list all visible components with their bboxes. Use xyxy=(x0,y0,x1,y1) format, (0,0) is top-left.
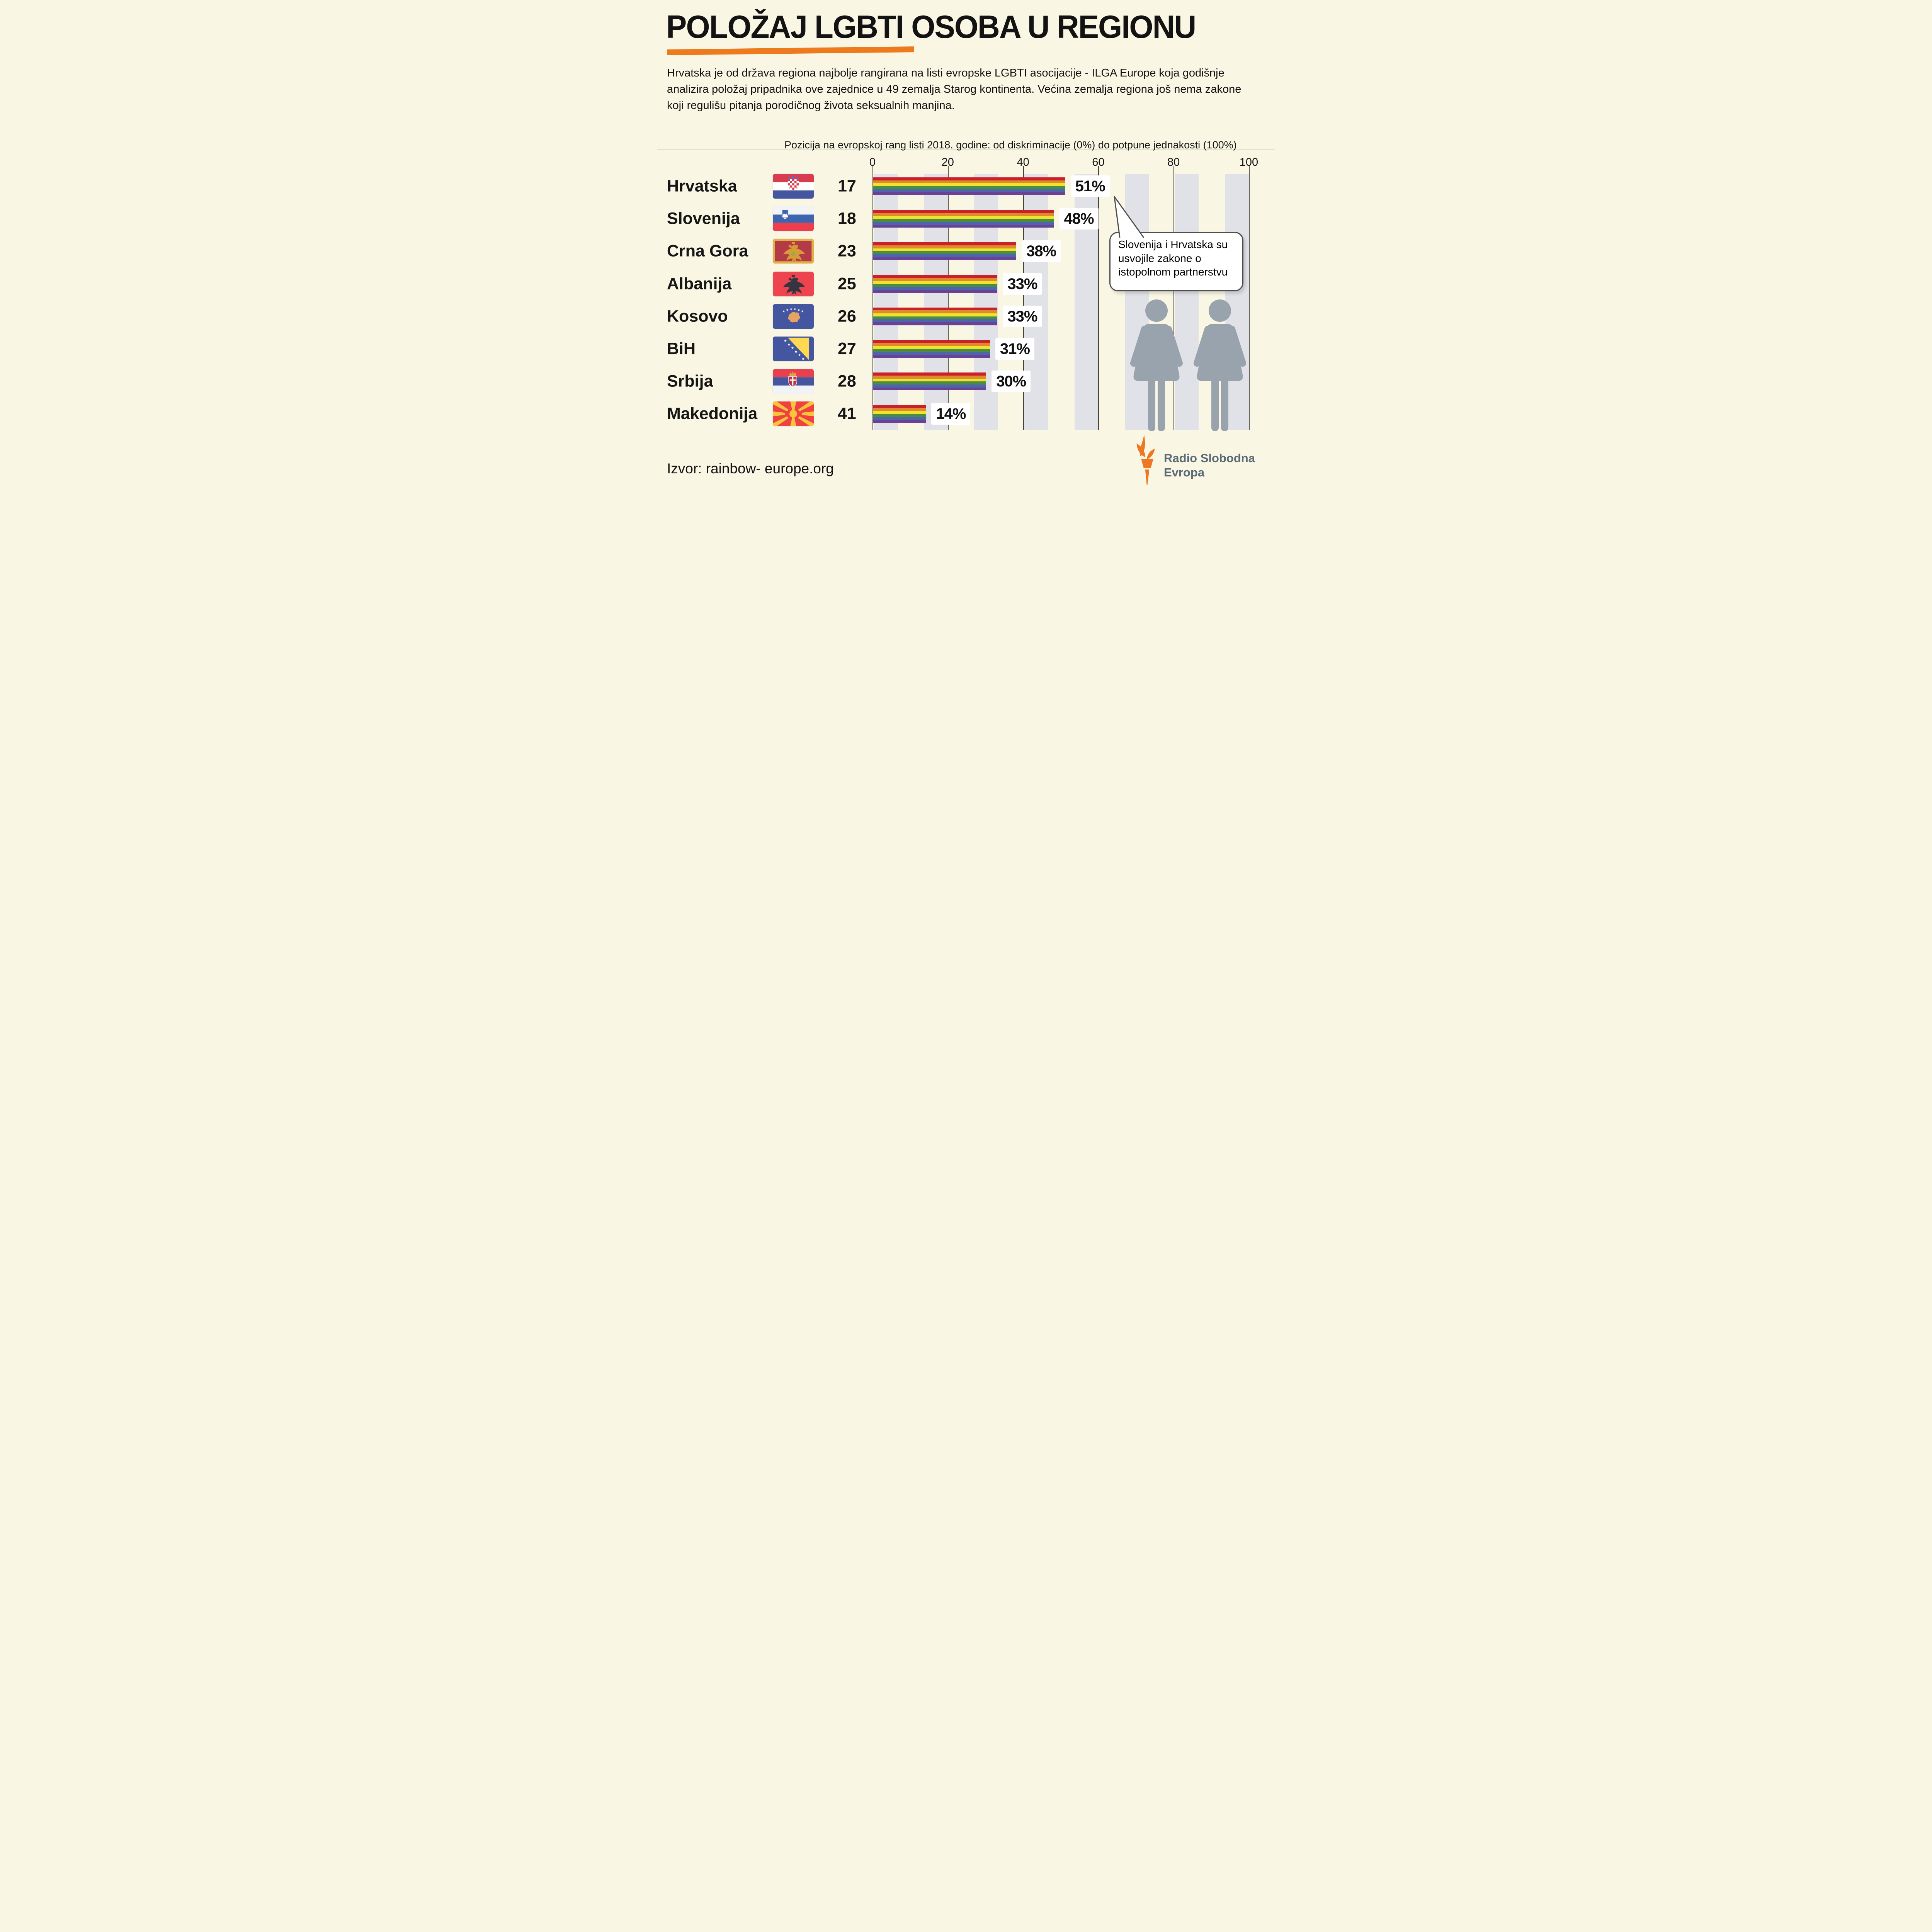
gridline xyxy=(1098,166,1099,430)
european-rank: 26 xyxy=(838,307,856,326)
european-rank: 23 xyxy=(838,242,856,260)
albania-flag-icon xyxy=(773,271,814,296)
logo-line2: Evropa xyxy=(1164,465,1205,479)
country-label: Albanija xyxy=(667,274,732,293)
european-rank: 28 xyxy=(838,372,856,391)
rainbow-bar xyxy=(873,307,998,325)
svg-text:★: ★ xyxy=(798,353,801,357)
svg-text:★: ★ xyxy=(791,346,794,350)
source-text: Izvor: rainbow- europe.org xyxy=(667,461,834,476)
x-axis-tick-label: 60 xyxy=(1092,156,1105,168)
value-label: 38% xyxy=(1022,240,1061,262)
rainbow-bar xyxy=(873,372,986,391)
title-underline-accent xyxy=(667,46,915,55)
x-axis-tick-label: 20 xyxy=(941,156,954,168)
svg-text:★: ★ xyxy=(782,310,785,313)
logo-line1: Radio Slobodna xyxy=(1164,451,1255,465)
rainbow-bar xyxy=(873,340,990,358)
infographic-page: POLOŽAJ LGBTI OSOBA U REGIONU Hrvatska j… xyxy=(657,0,1275,494)
callout-bubble-tail xyxy=(1114,196,1145,238)
value-label: 14% xyxy=(931,403,971,425)
country-label: BiH xyxy=(667,339,696,358)
svg-text:★: ★ xyxy=(801,310,804,313)
gridline xyxy=(947,166,949,430)
kosovo-flag-icon: ★ ★ ★ ★ ★ ★ xyxy=(773,304,814,329)
svg-text:★: ★ xyxy=(790,307,793,311)
serbia-flag-icon xyxy=(773,369,814,394)
woman-figure-icon xyxy=(1130,299,1183,431)
x-axis-tick-label: 80 xyxy=(1167,156,1180,168)
woman-figure-icon xyxy=(1194,299,1246,431)
x-axis-tick-label: 0 xyxy=(869,156,876,168)
value-label: 51% xyxy=(1070,175,1110,197)
section-divider-line xyxy=(657,149,1275,150)
svg-text:★: ★ xyxy=(786,308,789,312)
european-rank: 17 xyxy=(838,177,856,196)
gridline xyxy=(1249,166,1250,430)
gridline xyxy=(1023,166,1024,430)
x-axis-tick-label: 100 xyxy=(1239,156,1259,168)
slovenia-flag-icon xyxy=(773,206,814,231)
intro-paragraph: Hrvatska je od država regiona najbolje r… xyxy=(667,67,1242,112)
european-rank: 18 xyxy=(838,209,856,228)
macedonia-flag-icon xyxy=(773,401,814,427)
country-label: Crna Gora xyxy=(667,242,748,260)
gridline xyxy=(1173,166,1175,430)
logo-wordmark: Radio Slobodna Evropa xyxy=(1164,451,1255,480)
svg-text:★: ★ xyxy=(784,339,787,343)
european-rank: 25 xyxy=(838,274,856,293)
country-label: Slovenija xyxy=(667,209,740,228)
value-label: 33% xyxy=(1003,273,1042,295)
rainbow-bar xyxy=(873,210,1054,228)
value-label: 30% xyxy=(992,371,1031,393)
value-label: 33% xyxy=(1003,305,1042,327)
page-title: POLOŽAJ LGBTI OSOBA U REGIONU xyxy=(666,9,1196,45)
value-label: 48% xyxy=(1059,208,1099,230)
gridline xyxy=(872,166,873,430)
value-label: 31% xyxy=(995,338,1034,360)
european-rank: 27 xyxy=(838,339,856,358)
background-band xyxy=(1225,174,1249,430)
chart-subtitle: Pozicija na evropskoj rang listi 2018. g… xyxy=(784,139,1237,151)
torch-logo-icon xyxy=(1136,435,1155,485)
country-label: Hrvatska xyxy=(667,177,737,196)
montenegro-flag-icon xyxy=(773,239,814,264)
svg-text:★: ★ xyxy=(793,307,796,311)
callout-bubble: Slovenija i Hrvatska su usvojile zakone … xyxy=(1109,232,1243,291)
rainbow-bar xyxy=(873,405,926,423)
rainbow-bar xyxy=(873,177,1065,196)
bih-flag-icon: ★ ★ ★ ★ ★ ★ xyxy=(773,337,814,361)
svg-text:★: ★ xyxy=(794,350,798,354)
svg-text:★: ★ xyxy=(801,357,804,361)
svg-text:★: ★ xyxy=(787,342,791,347)
country-label: Kosovo xyxy=(667,307,728,326)
background-band xyxy=(1175,174,1199,430)
rainbow-bar xyxy=(873,242,1017,260)
country-label: Makedonija xyxy=(667,404,758,423)
svg-text:★: ★ xyxy=(797,308,800,312)
european-rank: 41 xyxy=(838,404,856,423)
x-axis-tick-label: 40 xyxy=(1017,156,1029,168)
rainbow-bar xyxy=(873,275,998,293)
country-label: Srbija xyxy=(667,372,713,391)
croatia-flag-icon xyxy=(773,174,814,199)
